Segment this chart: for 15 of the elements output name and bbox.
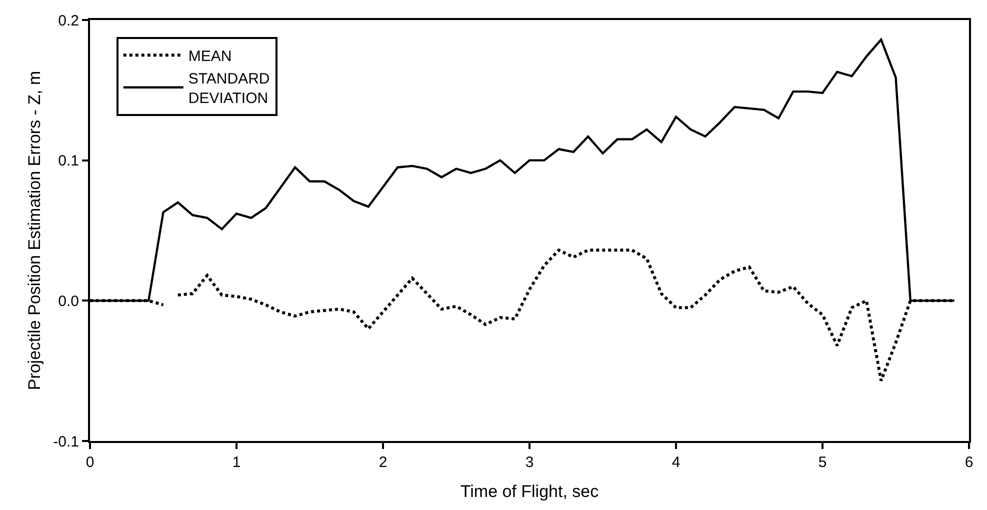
x-tick-label: 3 bbox=[525, 454, 534, 471]
x-tick-label: 0 bbox=[86, 454, 94, 471]
x-tick-label: 5 bbox=[818, 454, 827, 471]
y-tick-label: 0.0 bbox=[58, 292, 79, 310]
y-axis-title: Projectile Position Estimation Errors - Z, m bbox=[25, 70, 44, 390]
x-tick-label: 6 bbox=[964, 454, 974, 471]
legend-label: MEAN bbox=[188, 48, 232, 65]
y-tick-label: -0.1 bbox=[53, 433, 79, 450]
x-tick-label: 2 bbox=[378, 454, 388, 471]
legend-label: STANDARD DEVIATION bbox=[188, 70, 270, 107]
x-tick-label: 1 bbox=[232, 454, 241, 471]
x-tick-label: 4 bbox=[672, 454, 680, 471]
y-tick-label: 0.1 bbox=[58, 152, 79, 170]
y-tick-label: 0.2 bbox=[58, 12, 79, 30]
x-axis-title: Time of Flight, sec bbox=[460, 482, 600, 501]
